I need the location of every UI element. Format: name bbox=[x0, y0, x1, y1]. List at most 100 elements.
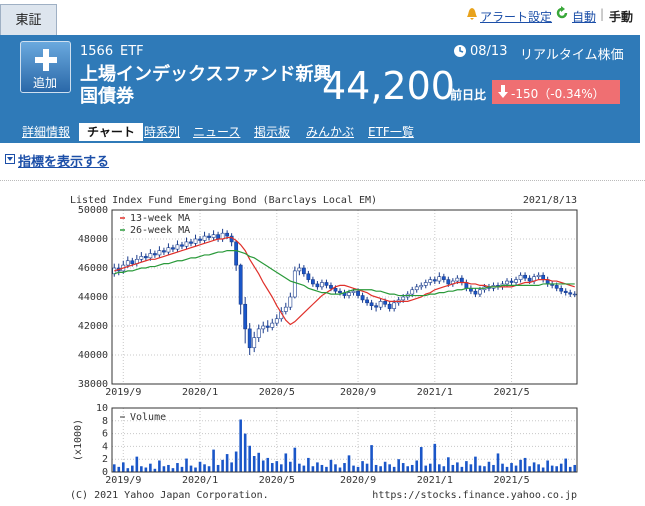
volume-bar bbox=[410, 464, 414, 472]
candle-body bbox=[306, 273, 311, 280]
nav-tab[interactable]: 掲示板 bbox=[254, 125, 291, 139]
candle-body bbox=[238, 264, 243, 305]
candle-body bbox=[270, 322, 275, 328]
add-button[interactable]: 追加 bbox=[20, 41, 71, 93]
plot-frame bbox=[111, 209, 578, 385]
market-tab[interactable]: 東証 bbox=[0, 4, 57, 36]
indicator-link[interactable]: 指標を表示する bbox=[18, 155, 110, 170]
candle-body bbox=[139, 256, 144, 260]
nav-tab[interactable]: ニュース bbox=[193, 125, 241, 139]
volume-bar bbox=[383, 461, 387, 472]
volume-bar bbox=[216, 464, 220, 472]
x-tick-label: 2020/5 bbox=[259, 475, 295, 486]
volume-bar bbox=[550, 465, 554, 472]
volume-bar bbox=[239, 419, 242, 472]
volume-bar bbox=[564, 458, 568, 472]
candle-body bbox=[148, 253, 153, 259]
candle-body bbox=[428, 279, 433, 283]
candle-body bbox=[505, 280, 509, 285]
candle-body bbox=[514, 279, 518, 283]
volume-bar bbox=[465, 461, 468, 472]
auto-link[interactable]: 自動 bbox=[572, 10, 597, 24]
volume-bar bbox=[149, 463, 152, 472]
copyright: (C) 2021 Yahoo Japan Corporation. bbox=[70, 490, 269, 501]
candle-body bbox=[554, 285, 559, 289]
add-label: 追加 bbox=[33, 76, 58, 90]
volume-bar bbox=[112, 464, 116, 472]
candle-body bbox=[365, 299, 369, 304]
alert-link[interactable]: アラート設定 bbox=[480, 10, 553, 24]
nav-tab[interactable]: みんかぶ bbox=[306, 125, 355, 139]
volume-bar bbox=[573, 464, 577, 472]
nav-tab[interactable]: チャート bbox=[79, 123, 143, 141]
candle-body bbox=[338, 290, 342, 293]
volume-bar bbox=[523, 457, 527, 472]
candle-body bbox=[329, 285, 333, 289]
volume-bar bbox=[514, 465, 518, 472]
candle-body bbox=[265, 325, 270, 328]
candle-body bbox=[437, 276, 442, 282]
volume-bar bbox=[501, 463, 504, 472]
volume-bar bbox=[356, 466, 360, 472]
plot-frame bbox=[111, 407, 578, 473]
volume-bar bbox=[284, 453, 288, 472]
divider bbox=[0, 180, 645, 181]
candle-body bbox=[541, 274, 546, 280]
volume-bar bbox=[478, 465, 482, 472]
candle-body bbox=[536, 274, 541, 277]
manual-label[interactable]: 手動 bbox=[609, 10, 634, 24]
volume-bar bbox=[252, 456, 256, 472]
candle-body bbox=[162, 250, 166, 253]
candle-body bbox=[478, 289, 482, 295]
candle-body bbox=[292, 270, 297, 298]
volume-bar bbox=[176, 463, 179, 472]
candle-body bbox=[559, 287, 564, 292]
nav-tab[interactable]: 詳細情報 bbox=[22, 125, 71, 139]
x-tick-label: 2021/1 bbox=[417, 475, 453, 486]
volume-bar bbox=[397, 459, 400, 472]
volume-bar bbox=[266, 457, 270, 472]
y-tick-label: 50000 bbox=[78, 205, 108, 216]
x-tick-label: 2019/9 bbox=[105, 387, 141, 398]
candle-body bbox=[410, 289, 415, 295]
candle-body bbox=[198, 238, 202, 241]
volume-bar bbox=[352, 465, 355, 472]
chart-date: 2021/8/13 bbox=[523, 195, 577, 206]
volume-bar bbox=[316, 462, 319, 472]
candle-body bbox=[130, 260, 135, 264]
ma-line bbox=[114, 250, 575, 297]
volume-bar bbox=[302, 465, 306, 472]
y-tick-label: 38000 bbox=[78, 379, 108, 390]
volume-bar bbox=[374, 464, 378, 472]
volume-bar bbox=[162, 466, 166, 472]
x-tick-label: 2020/9 bbox=[340, 387, 376, 398]
volume-bar bbox=[438, 464, 441, 472]
y-tick-label: 2 bbox=[102, 454, 108, 465]
y-tick-label: 42000 bbox=[78, 321, 108, 332]
candle-body bbox=[374, 305, 379, 308]
volume-bar bbox=[343, 463, 346, 472]
volume-bar bbox=[307, 457, 310, 472]
volume-bar bbox=[451, 464, 455, 472]
volume-bar bbox=[370, 445, 373, 472]
nav-tab[interactable]: ETF一覧 bbox=[368, 125, 414, 139]
volume-bar bbox=[144, 467, 148, 472]
nav-tab[interactable]: 時系列 bbox=[144, 125, 181, 139]
volume-bar bbox=[392, 466, 396, 472]
candle-body bbox=[247, 328, 252, 349]
volume-bar bbox=[320, 464, 324, 472]
candle-body bbox=[383, 301, 388, 305]
candle-body bbox=[288, 296, 293, 308]
candle-body bbox=[392, 302, 397, 309]
candle-body bbox=[152, 253, 157, 256]
candle-body bbox=[356, 290, 360, 296]
candle-body bbox=[473, 290, 478, 295]
volume-bar bbox=[492, 464, 495, 472]
candle-body bbox=[243, 303, 248, 330]
volume-bar bbox=[289, 461, 292, 472]
volume-bar bbox=[487, 461, 491, 472]
volume-bar bbox=[117, 466, 121, 472]
candle-body bbox=[441, 276, 446, 280]
